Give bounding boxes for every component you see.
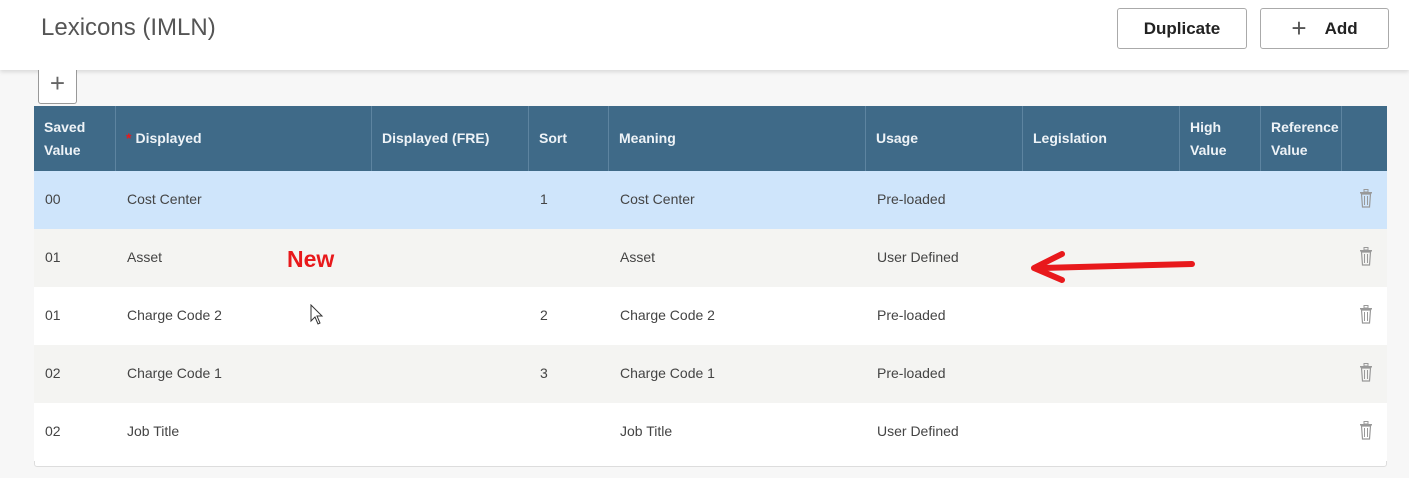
column-header-saved-value[interactable]: Saved Value (34, 106, 116, 171)
cell-usage: User Defined (877, 423, 959, 439)
table-row[interactable]: 01 Charge Code 2 2 Charge Code 2 Pre-loaded (34, 287, 1387, 345)
column-header-actions (1342, 106, 1387, 171)
cell-saved-value: 02 (45, 365, 61, 381)
trash-icon[interactable] (1359, 189, 1373, 208)
column-header-label: Sort (539, 130, 567, 146)
cell-displayed: Charge Code 1 (127, 365, 222, 381)
column-header-label: Meaning (619, 130, 676, 146)
trash-icon[interactable] (1359, 305, 1373, 324)
cell-meaning: Job Title (620, 423, 673, 439)
column-header-usage[interactable]: Usage (866, 106, 1023, 171)
cell-saved-value: 01 (45, 307, 61, 323)
arrow-annotation (1031, 251, 1195, 283)
column-header-reference-value[interactable]: Reference Value (1261, 106, 1342, 171)
cell-displayed: Job Title (127, 423, 180, 439)
cell-meaning: Asset (620, 249, 656, 265)
table-row[interactable]: 00 Cost Center 1 Cost Center Pre-loaded (34, 171, 1387, 229)
trash-icon[interactable] (1359, 247, 1373, 266)
column-header-label: Reference Value (1271, 118, 1339, 158)
table-row[interactable]: 02 Charge Code 1 3 Charge Code 1 Pre-loaded (34, 345, 1387, 403)
cell-displayed: Cost Center (127, 191, 202, 207)
add-button[interactable]: + Add (1260, 8, 1389, 49)
column-header-sort[interactable]: Sort (529, 106, 609, 171)
column-header-label: Usage (876, 130, 919, 146)
cell-usage: Pre-loaded (877, 191, 946, 207)
cell-saved-value: 02 (45, 423, 61, 439)
plus-icon: + (49, 68, 66, 98)
page-header: Lexicons (IMLN) Duplicate + Add (0, 0, 1409, 70)
cell-sort: 1 (540, 191, 548, 207)
plus-icon: + (1291, 13, 1307, 43)
column-header-label: Saved Value (44, 118, 86, 158)
cell-saved-value: 01 (45, 249, 61, 265)
add-row-button[interactable]: + (38, 70, 77, 104)
cell-meaning: Charge Code 1 (620, 365, 715, 381)
required-marker: * (126, 130, 132, 146)
cell-meaning: Cost Center (620, 191, 695, 207)
column-header-displayed-fre[interactable]: Displayed (FRE) (372, 106, 529, 171)
duplicate-button[interactable]: Duplicate (1117, 8, 1247, 49)
column-header-label: Legislation (1033, 130, 1107, 146)
trash-icon[interactable] (1359, 363, 1373, 382)
duplicate-label: Duplicate (1143, 18, 1221, 38)
cell-meaning: Charge Code 2 (620, 307, 715, 323)
add-label: Add (1324, 18, 1358, 38)
cell-displayed: Asset (127, 249, 163, 265)
cell-displayed: Charge Code 2 (127, 307, 222, 323)
page-title: Lexicons (IMLN) (41, 14, 216, 41)
column-header-displayed[interactable]: * Displayed (116, 106, 372, 171)
cell-usage: User Defined (877, 249, 959, 265)
mouse-cursor-icon (310, 304, 324, 325)
column-header-meaning[interactable]: Meaning (609, 106, 866, 171)
column-header-label: Displayed (FRE) (382, 130, 490, 146)
table-row[interactable]: 02 Job Title Job Title User Defined (34, 403, 1387, 461)
cell-sort: 2 (540, 307, 548, 323)
column-header-legislation[interactable]: Legislation (1023, 106, 1180, 171)
new-annotation: New (287, 246, 335, 272)
cell-usage: Pre-loaded (877, 365, 946, 381)
trash-icon[interactable] (1359, 421, 1373, 440)
cell-usage: Pre-loaded (877, 307, 946, 323)
cell-saved-value: 00 (45, 191, 61, 207)
column-header-label: Displayed (135, 130, 202, 146)
column-header-label: High Value (1190, 118, 1227, 158)
cell-sort: 3 (540, 365, 548, 381)
column-header-high-value[interactable]: High Value (1180, 106, 1261, 171)
table-row[interactable]: 01 Asset Asset User Defined (34, 229, 1387, 287)
